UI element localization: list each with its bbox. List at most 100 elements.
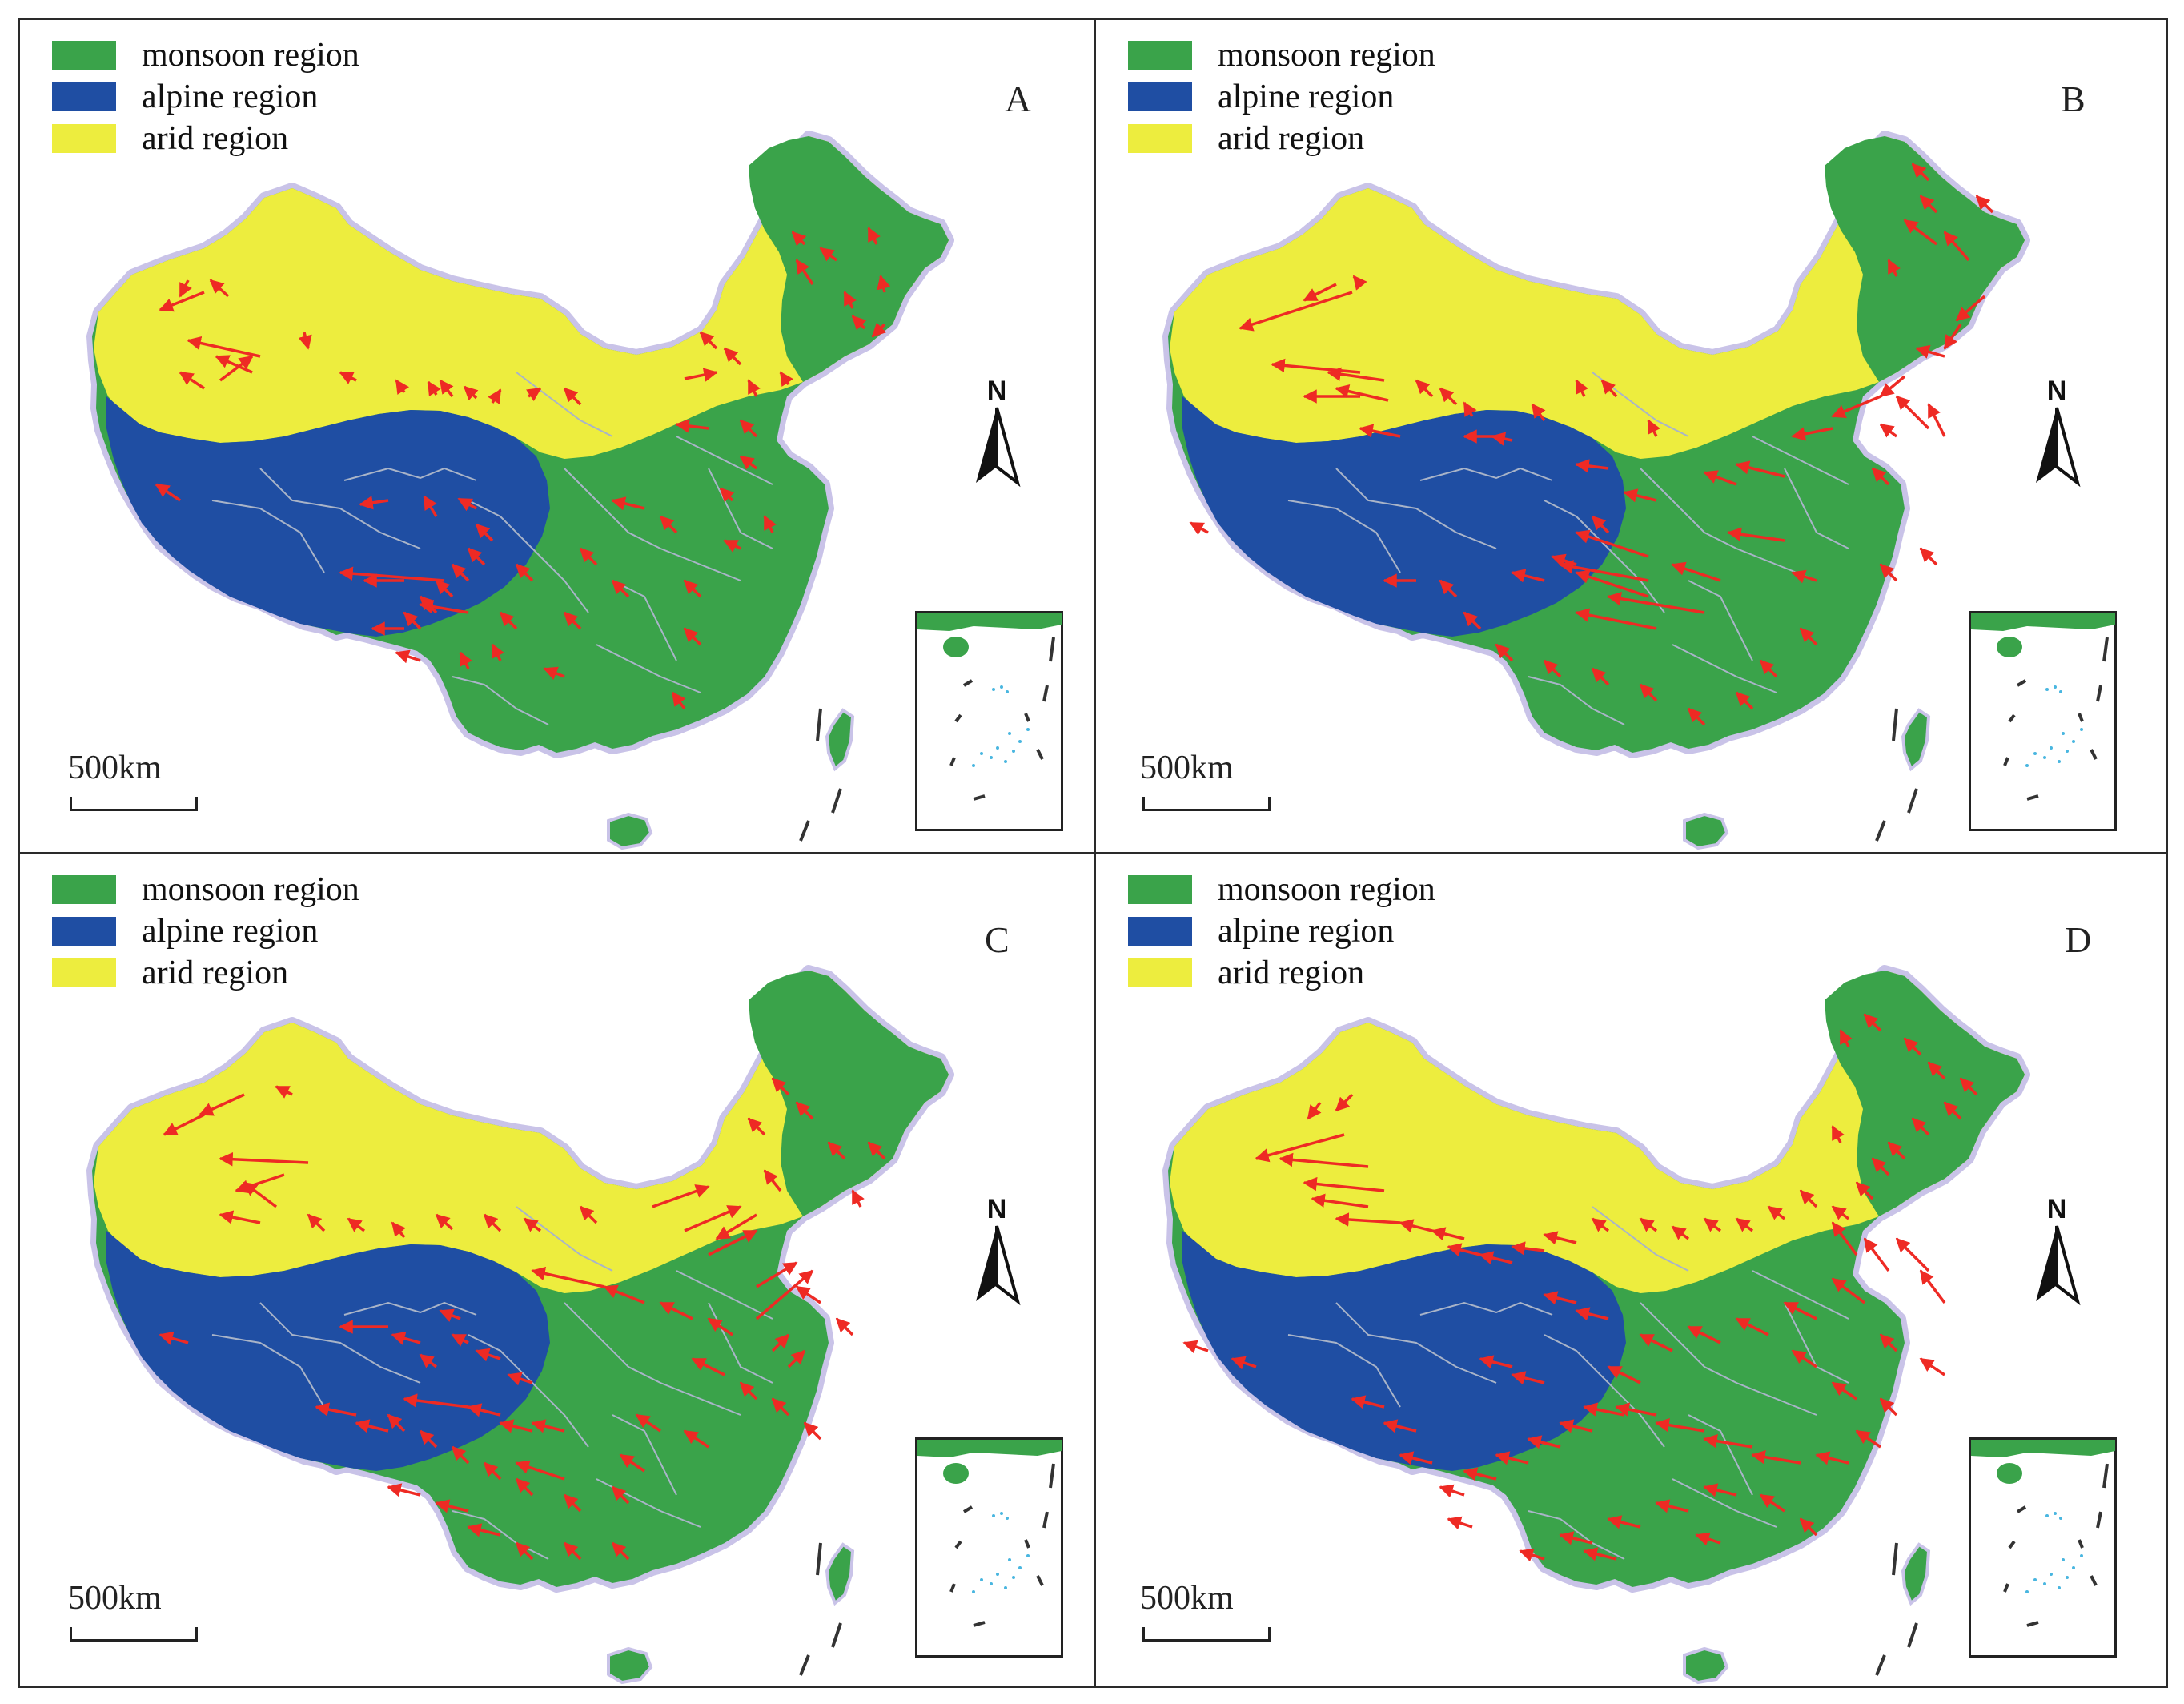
migration-arrow bbox=[1903, 219, 1938, 246]
migration-arrow bbox=[683, 1429, 709, 1449]
province-boundary bbox=[1752, 436, 1849, 485]
migration-arrow bbox=[395, 379, 410, 395]
province-boundary bbox=[1287, 1334, 1401, 1408]
migration-arrow bbox=[1431, 1227, 1465, 1241]
migration-arrow bbox=[611, 1485, 630, 1505]
migration-arrow bbox=[499, 611, 518, 630]
migration-arrow bbox=[451, 1445, 470, 1465]
migration-arrow bbox=[515, 563, 534, 582]
legend-label-arid: arid region bbox=[142, 954, 289, 991]
monsoon-region-northeast bbox=[1825, 136, 2025, 382]
migration-arrow bbox=[515, 1460, 565, 1481]
migration-arrow bbox=[491, 643, 504, 661]
migration-arrow bbox=[756, 1261, 798, 1288]
migration-arrow bbox=[1895, 395, 1930, 430]
panel-letter: B bbox=[2061, 78, 2086, 119]
migration-arrow bbox=[1863, 1237, 1890, 1272]
migration-arrow bbox=[747, 379, 761, 397]
migration-arrow bbox=[1583, 1547, 1617, 1561]
migration-arrow bbox=[1239, 291, 1353, 332]
migration-arrow bbox=[1335, 1093, 1354, 1112]
province-boundary bbox=[259, 1302, 421, 1384]
migration-arrow bbox=[435, 1213, 454, 1231]
legend-item-arid: arid region bbox=[52, 118, 359, 159]
province-boundary bbox=[676, 436, 773, 485]
migration-arrow bbox=[347, 1217, 366, 1232]
migration-arrow bbox=[708, 1229, 758, 1256]
migration-arrow bbox=[611, 1541, 630, 1561]
province-boundary bbox=[564, 1302, 741, 1416]
migration-arrow bbox=[819, 247, 838, 262]
province-boundary bbox=[1592, 1206, 1689, 1272]
migration-arrow bbox=[795, 1101, 814, 1120]
arid-region-area bbox=[94, 136, 949, 459]
migration-arrow bbox=[499, 1419, 533, 1433]
legend-item-arid: arid region bbox=[1128, 952, 1435, 994]
province-boundary bbox=[596, 644, 701, 693]
migration-arrow bbox=[1383, 1419, 1417, 1433]
province-boundary bbox=[1544, 1334, 1665, 1448]
legend-item-arid: arid region bbox=[1128, 118, 1435, 159]
migration-arrow bbox=[1607, 1515, 1641, 1529]
province-boundary bbox=[1672, 1478, 1777, 1528]
migration-arrow bbox=[579, 547, 598, 566]
migration-arrow bbox=[163, 1113, 205, 1136]
migration-arrow bbox=[699, 331, 718, 350]
china-map bbox=[1162, 965, 2030, 1685]
legend: monsoon region alpine region arid region bbox=[52, 34, 359, 159]
migration-arrow bbox=[1687, 1325, 1721, 1344]
legend: monsoon region alpine region arid region bbox=[1128, 869, 1435, 994]
migration-arrow bbox=[1352, 275, 1367, 291]
migration-arrow bbox=[531, 1419, 565, 1433]
china-map bbox=[86, 131, 954, 850]
migration-arrow bbox=[1915, 344, 1945, 359]
province-boundary bbox=[452, 676, 549, 725]
migration-arrow bbox=[435, 1499, 469, 1513]
migration-arrow bbox=[763, 515, 777, 533]
monsoon-region-northeast bbox=[749, 971, 949, 1216]
province-boundary bbox=[1287, 500, 1401, 573]
migration-arrow bbox=[683, 579, 702, 598]
migration-arrow bbox=[683, 627, 702, 646]
nine-dash-line-segment bbox=[799, 1542, 842, 1676]
north-arrow-icon: N bbox=[965, 372, 1029, 492]
migration-arrow bbox=[1655, 1417, 1705, 1433]
migration-arrow bbox=[215, 355, 253, 374]
nine-dash-line-segment bbox=[1875, 708, 1918, 842]
north-label: N bbox=[987, 1194, 1007, 1224]
migration-arrow bbox=[467, 547, 486, 566]
migration-arrow bbox=[619, 1453, 645, 1473]
legend-swatch-alpine bbox=[52, 82, 116, 111]
migration-arrow bbox=[579, 1205, 598, 1224]
migration-arrow bbox=[739, 1381, 758, 1401]
province-boundary bbox=[1528, 1510, 1625, 1560]
province-boundary bbox=[1688, 580, 1753, 661]
migration-arrow bbox=[1735, 1317, 1769, 1336]
migration-arrow bbox=[747, 1117, 766, 1136]
migration-arrow bbox=[1751, 1449, 1801, 1465]
south-china-sea-inset-icon bbox=[915, 611, 1063, 831]
migration-arrow bbox=[387, 1483, 421, 1497]
migration-arrow bbox=[723, 539, 741, 553]
migration-arrow bbox=[1600, 379, 1618, 398]
migration-arrow bbox=[1359, 424, 1401, 438]
migration-arrow bbox=[243, 1181, 278, 1208]
migration-arrow bbox=[1799, 627, 1818, 646]
alpine-region-area bbox=[106, 1231, 550, 1471]
migration-arrow bbox=[1943, 324, 1962, 350]
migration-arrow bbox=[1189, 521, 1209, 536]
migration-arrow bbox=[787, 1349, 806, 1368]
scale-bar-icon bbox=[70, 797, 198, 811]
hainan-island bbox=[607, 812, 653, 850]
migration-arrow bbox=[423, 495, 438, 517]
north-arrow-icon: N bbox=[2025, 1191, 2089, 1311]
migration-arrow bbox=[1311, 1193, 1369, 1208]
migration-arrow bbox=[843, 291, 857, 309]
migration-arrow bbox=[851, 1189, 865, 1208]
china-map bbox=[86, 965, 954, 1685]
nine-dash-line-segment bbox=[1875, 1542, 1918, 1676]
migration-arrow bbox=[1895, 1237, 1930, 1272]
legend-swatch-alpine bbox=[1128, 82, 1192, 111]
migration-arrow bbox=[1495, 1451, 1529, 1465]
migration-arrow bbox=[1495, 643, 1514, 662]
